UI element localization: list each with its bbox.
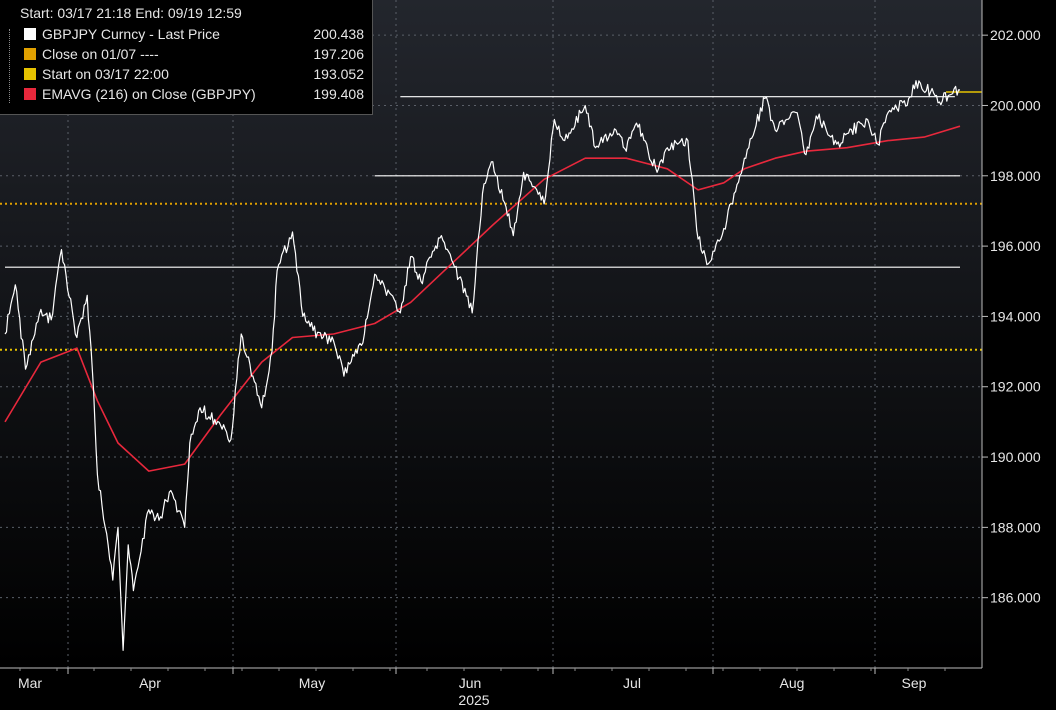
x-tick-label: May [299, 675, 325, 691]
legend-label: EMAVG (216) on Close (GBPJPY) [42, 86, 256, 102]
series-swatch [24, 88, 36, 100]
y-tick-label: 192.000 [990, 379, 1041, 395]
series-swatch [24, 68, 36, 80]
year-label: 2025 [458, 692, 489, 708]
legend-label: Close on 01/07 ---- [42, 46, 159, 62]
legend-item-price[interactable]: GBPJPY Curncy - Last Price 200.438 [0, 24, 372, 44]
x-tick-label: Aug [780, 675, 805, 691]
legend-item-start-ref[interactable]: Start on 03/17 22:00 193.052 [0, 64, 372, 84]
y-tick-label: 188.000 [990, 519, 1041, 535]
legend-label: GBPJPY Curncy - Last Price [42, 26, 220, 42]
x-tick-label: Sep [902, 675, 927, 691]
y-tick-label: 194.000 [990, 308, 1041, 324]
series-line [4, 80, 961, 652]
x-tick-label: Jun [459, 675, 482, 691]
legend: Start: 03/17 21:18 End: 09/19 12:59 GBPJ… [0, 0, 373, 115]
series-line [4, 125, 961, 472]
y-tick-label: 190.000 [990, 449, 1041, 465]
x-tick-label: Mar [18, 675, 42, 691]
y-tick-label: 202.000 [990, 27, 1041, 43]
x-tick-label: Apr [139, 675, 161, 691]
legend-value: 193.052 [313, 66, 364, 82]
y-tick-label: 186.000 [990, 590, 1041, 606]
legend-value: 200.438 [313, 26, 364, 42]
legend-value: 199.408 [313, 86, 364, 102]
legend-item-ema[interactable]: EMAVG (216) on Close (GBPJPY) 199.408 [0, 84, 372, 104]
legend-value: 197.206 [313, 46, 364, 62]
date-range-header: Start: 03/17 21:18 End: 09/19 12:59 [20, 5, 242, 21]
y-tick-label: 200.000 [990, 97, 1041, 113]
legend-item-close-ref[interactable]: Close on 01/07 ---- 197.206 [0, 44, 372, 64]
series-swatch [24, 48, 36, 60]
legend-tree-line [9, 29, 16, 103]
legend-label: Start on 03/17 22:00 [42, 66, 169, 82]
y-tick-label: 198.000 [990, 168, 1041, 184]
y-tick-label: 196.000 [990, 238, 1041, 254]
series-swatch [24, 28, 36, 40]
x-tick-label: Jul [623, 675, 641, 691]
